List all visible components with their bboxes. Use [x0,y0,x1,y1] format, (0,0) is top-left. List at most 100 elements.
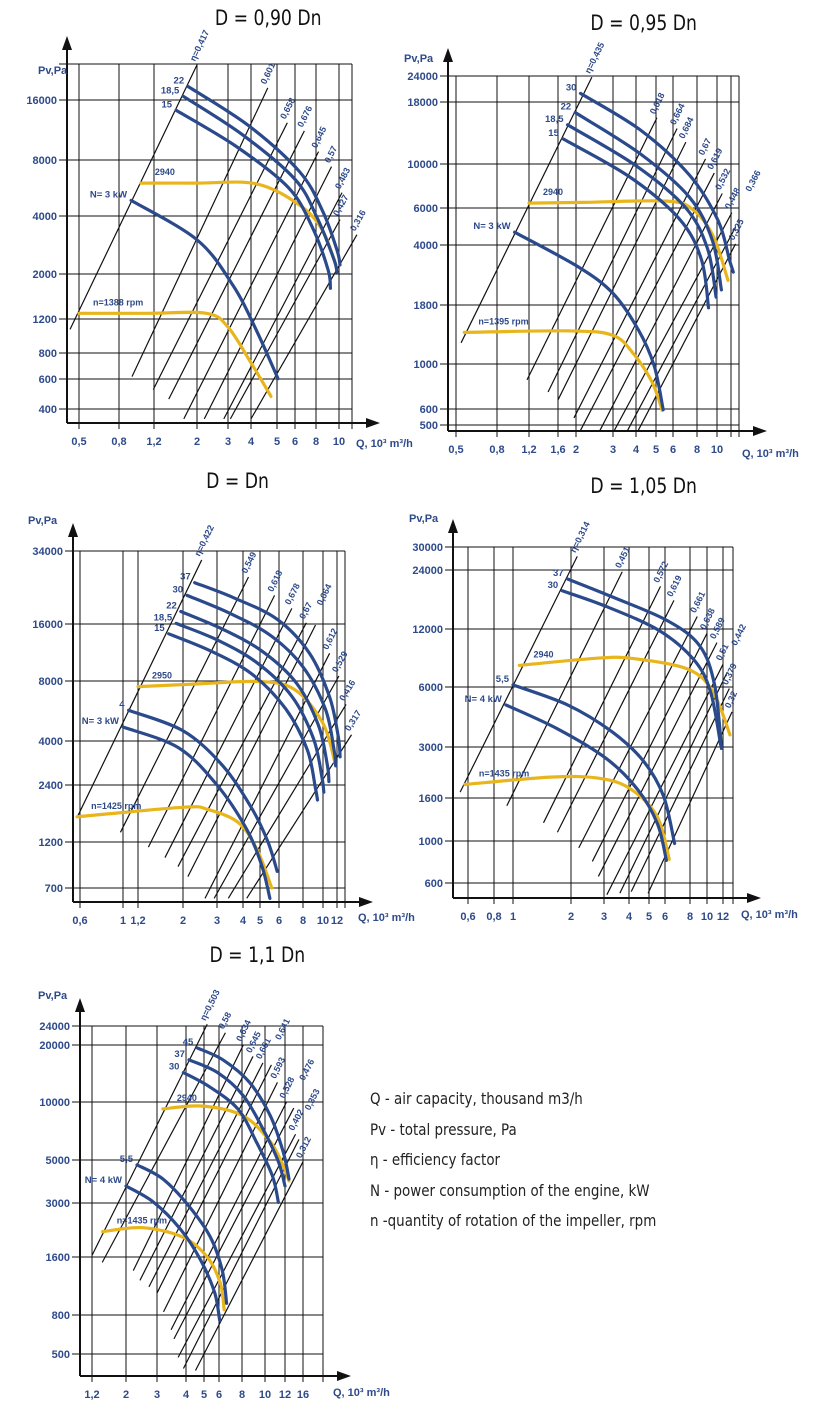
power-curve [181,1071,280,1204]
power-curve [561,137,711,310]
speed-label: n=1435 rpm [479,768,529,778]
efficiency-label: 0,529 [330,649,350,674]
y-tick-label: 5000 [46,1155,70,1167]
y-tick-label: 800 [52,1310,70,1322]
efficiency-label: 0,366 [743,169,762,194]
y-tick-label: 700 [45,883,63,895]
efficiency-line [152,122,288,390]
power-label: 5,5 [496,674,510,685]
power-label: N= 3 kW [82,716,119,727]
y-tick-label: 4000 [39,736,63,748]
y-axis-label: Pv,Pa [404,53,434,65]
power-label: N= 4 kW [85,1175,122,1186]
power-curve [167,632,320,802]
efficiency-line [148,1062,264,1288]
power-curve [573,110,723,292]
efficiency-line [177,622,307,867]
x-tick-label: 12 [279,1389,291,1401]
power-curve [566,577,724,750]
efficiency-line [578,616,698,849]
y-tick-label: 1600 [46,1252,70,1264]
efficiency-line [139,1056,254,1281]
efficiency-line [573,158,707,419]
legend-n-power: N - power consumption of the engine, kW [370,1180,650,1200]
x-tick-label: 5 [274,436,280,448]
power-label: 15 [154,623,165,634]
efficiency-line [542,586,662,824]
power-label: 30 [169,1062,180,1073]
y-tick-label: 10000 [407,159,438,171]
y-tick-label: 1000 [419,836,443,848]
power-label: 22 [174,76,185,87]
efficiency-line [556,600,675,833]
speed-curve [161,1104,291,1183]
power-curve [185,593,338,768]
efficiency-line [132,1044,244,1271]
power-curve [121,725,272,900]
x-tick-label: 8 [694,444,700,456]
x-tick-label: 12 [331,915,343,927]
efficiency-label: 0,325 [727,217,746,242]
y-axis-label: Pv,Pa [38,65,68,77]
y-tick-label: 1000 [414,359,438,371]
efficiency-label: 0,316 [348,208,368,233]
efficiency-line [182,1139,300,1369]
power-curve [174,108,332,290]
efficiency-line [194,1161,304,1371]
x-tick-label: 3 [225,436,231,448]
y-tick-label: 800 [39,348,57,360]
efficiency-label: 0,483 [333,166,352,191]
speed-curve [517,655,732,737]
y-tick-label: 500 [420,420,438,432]
chart-2: 0,6 1 1,2 2 3 4 5 6 8 10 1234000160008000400024001… [28,515,415,927]
efficiency-line [526,117,658,381]
power-label: 22 [561,101,572,112]
efficiency-line [91,1024,208,1256]
y-tick-label: 400 [39,404,57,416]
efficiency-label: 0,51 [714,642,731,662]
efficiency-label: 0,618 [648,91,667,116]
x-tick-label: 5 [653,444,659,456]
chart-4: 1,2 2 3 4 5 6 8 10 12 162400020000100005000300016… [38,988,390,1401]
x-tick-label: 5 [257,915,263,927]
y-tick-label: 500 [52,1349,70,1361]
power-curve [179,609,331,784]
x-tick-label: 3 [214,915,220,927]
x-tick-label: 0,8 [111,436,126,448]
y-tick-label: 24000 [412,565,443,577]
x-axis-label: Q, 10³ m³/h [742,448,799,460]
x-tick-label: 6 [292,436,298,448]
chart-title-d090: D = 0,90 Dn [214,6,322,30]
x-tick-label: 3 [154,1389,160,1401]
y-tick-label: 600 [425,878,443,890]
x-tick-label: 10 [317,915,329,927]
x-tick-label: 8 [313,436,319,448]
power-label: 5,5 [120,1154,134,1165]
efficiency-label: 0,678 [283,582,302,607]
power-curve [511,683,677,846]
power-label: 18,5 [161,85,180,96]
chart-title-d110: D = 1,1 Dn [209,943,306,967]
speed-label: 2940 [155,167,175,177]
power-curve [195,1046,291,1181]
y-tick-label: 2000 [33,269,57,281]
y-tick-label: 8000 [33,155,57,167]
y-tick-label: 10000 [39,1097,70,1109]
y-tick-label: 34000 [32,546,63,558]
power-label: 18,5 [154,612,173,623]
y-tick-label: 16000 [26,95,57,107]
x-tick-label: 1,2 [84,1389,99,1401]
speed-label: n=1425 rpm [91,801,141,811]
y-tick-label: 6000 [414,203,438,215]
efficiency-line [147,595,276,848]
efficiency-line [606,664,724,896]
y-tick-label: 600 [39,374,57,386]
y-axis-label: Pv,Pa [409,513,439,525]
power-curve [193,581,342,759]
efficiency-line [597,642,718,877]
power-curve [174,621,326,794]
efficiency-line [119,576,250,833]
power-label: 37 [174,1049,185,1060]
y-tick-label: 16000 [32,619,63,631]
y-tick-label: 12000 [412,624,443,636]
